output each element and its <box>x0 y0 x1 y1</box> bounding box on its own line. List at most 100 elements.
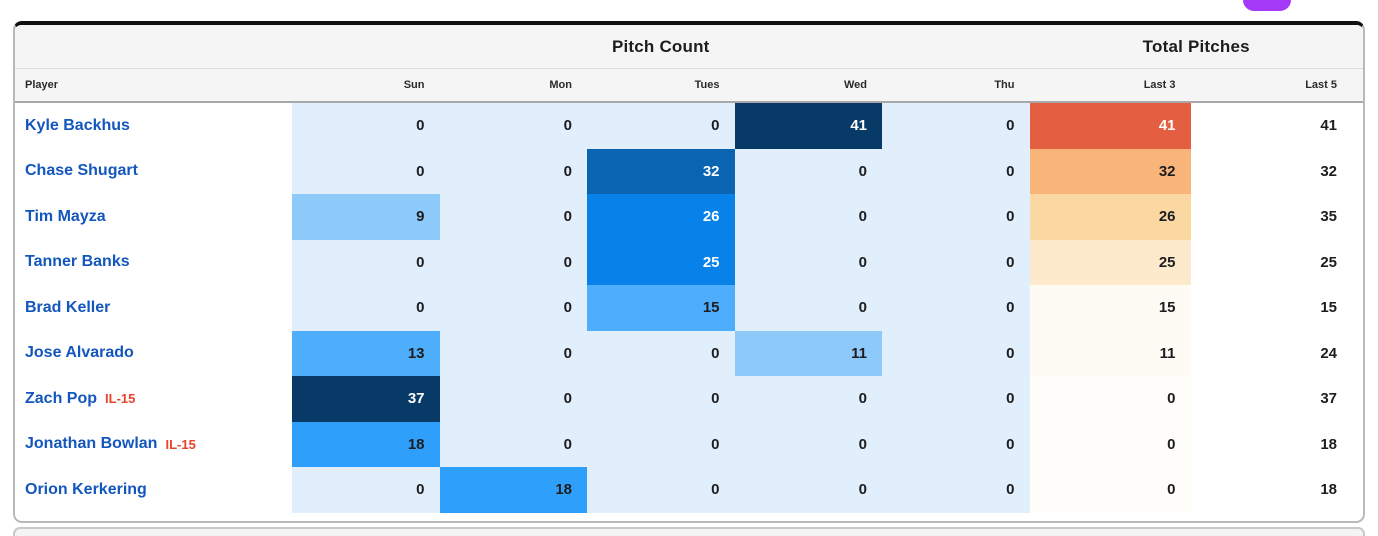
last3-total-cell: 26 <box>1029 194 1191 240</box>
player-name-link[interactable]: Tim Mayza <box>25 207 106 225</box>
day-pitch-cell: 26 <box>587 194 735 240</box>
day-pitch-cell: 18 <box>439 467 587 513</box>
table-row: Orion Kerkering 0 18 0 0 0 0 18 <box>15 467 1363 513</box>
pitch-count-card: Pitch Count Total Pitches Player Sun Mon Tu… <box>13 21 1365 523</box>
next-card-top-edge <box>13 527 1365 536</box>
day-pitch-cell: 11 <box>734 330 882 376</box>
table-row: Tim Mayza 9 0 26 0 0 26 35 <box>15 194 1363 240</box>
day-pitch-cell: 18 <box>292 421 440 467</box>
table-row: Zach Pop IL-15 37 0 0 0 0 0 37 <box>15 376 1363 422</box>
column-header-tues[interactable]: Tues <box>694 79 720 91</box>
group-header-row: Pitch Count Total Pitches <box>15 25 1363 69</box>
day-pitch-cell: 0 <box>587 467 735 513</box>
il-status-badge: IL-15 <box>105 391 136 407</box>
player-name-link[interactable]: Orion Kerkering <box>25 480 147 498</box>
day-pitch-cell: 0 <box>882 194 1030 240</box>
day-pitch-cell: 0 <box>882 330 1030 376</box>
day-pitch-cell: 0 <box>587 376 735 422</box>
last3-total-cell: 0 <box>1029 376 1191 422</box>
day-pitch-cell: 0 <box>587 330 735 376</box>
group-header-spacer <box>15 25 292 68</box>
table-row: Brad Keller 0 0 15 0 0 15 15 <box>15 285 1363 331</box>
column-header-wed[interactable]: Wed <box>843 79 867 91</box>
day-pitch-cell: 0 <box>734 421 882 467</box>
column-header-last-3[interactable]: Last 3 <box>1143 79 1176 91</box>
day-pitch-cell: 0 <box>734 467 882 513</box>
player-cell: Brad Keller <box>15 285 292 331</box>
day-pitch-cell: 0 <box>734 285 882 331</box>
last3-total-cell: 0 <box>1029 421 1191 467</box>
last5-total-cell: 32 <box>1320 162 1337 180</box>
player-name-link[interactable]: Brad Keller <box>25 298 111 316</box>
last3-total-cell: 0 <box>1029 467 1191 513</box>
day-pitch-cell: 32 <box>587 148 735 194</box>
top-action-button[interactable] <box>1243 0 1291 11</box>
day-pitch-cell: 0 <box>882 148 1030 194</box>
column-header-thu[interactable]: Thu <box>994 79 1015 91</box>
player-cell: Jose Alvarado <box>15 331 292 377</box>
player-name-link[interactable]: Jonathan Bowlan <box>25 435 158 453</box>
column-header-last-5[interactable]: Last 5 <box>1305 79 1337 91</box>
day-pitch-cell: 0 <box>439 194 587 240</box>
last5-total-cell: 35 <box>1320 208 1337 226</box>
player-cell: Tanner Banks <box>15 240 292 286</box>
player-cell: Zach Pop IL-15 <box>15 376 292 422</box>
last3-total-cell: 41 <box>1029 103 1191 149</box>
column-header-row: Player Sun Mon Tues Wed Thu Last 3 Last 5 <box>15 69 1363 103</box>
last3-total-cell: 15 <box>1029 285 1191 331</box>
day-pitch-cell: 0 <box>882 376 1030 422</box>
player-cell: Orion Kerkering <box>15 467 292 513</box>
day-pitch-cell: 15 <box>587 285 735 331</box>
day-pitch-cell: 0 <box>734 148 882 194</box>
day-pitch-cell: 0 <box>882 467 1030 513</box>
day-pitch-cell: 0 <box>292 239 440 285</box>
last3-total-cell: 32 <box>1029 148 1191 194</box>
column-header-player[interactable]: Player <box>25 79 59 91</box>
day-pitch-cell: 0 <box>439 421 587 467</box>
day-pitch-cell: 0 <box>292 285 440 331</box>
player-name-link[interactable]: Chase Shugart <box>25 162 138 180</box>
day-pitch-cell: 0 <box>587 421 735 467</box>
player-cell: Jonathan Bowlan IL-15 <box>15 422 292 468</box>
day-pitch-cell: 41 <box>734 103 882 149</box>
day-pitch-cell: 0 <box>882 103 1030 149</box>
il-status-badge: IL-15 <box>165 436 196 452</box>
last5-total-cell: 25 <box>1320 253 1337 271</box>
group-header-total-pitches: Total Pitches <box>1142 36 1250 56</box>
table-row: Jonathan Bowlan IL-15 18 0 0 0 0 0 18 <box>15 421 1363 468</box>
player-cell: Chase Shugart <box>15 149 292 195</box>
day-pitch-cell: 25 <box>587 239 735 285</box>
player-cell: Kyle Backhus <box>15 103 292 149</box>
last5-total-cell: 15 <box>1320 299 1337 317</box>
day-pitch-cell: 0 <box>439 103 587 149</box>
column-header-mon[interactable]: Mon <box>549 79 572 91</box>
table-row: Kyle Backhus 0 0 0 41 0 41 41 <box>15 103 1363 149</box>
day-pitch-cell: 0 <box>439 330 587 376</box>
player-name-link[interactable]: Zach Pop <box>25 389 98 407</box>
day-pitch-cell: 0 <box>439 376 587 422</box>
day-pitch-cell: 0 <box>882 285 1030 331</box>
day-pitch-cell: 0 <box>882 421 1030 467</box>
day-pitch-cell: 0 <box>439 239 587 285</box>
last3-total-cell: 25 <box>1029 239 1191 285</box>
player-name-link[interactable]: Tanner Banks <box>25 253 130 271</box>
player-name-link[interactable]: Jose Alvarado <box>25 344 134 362</box>
player-name-link[interactable]: Kyle Backhus <box>25 116 130 134</box>
day-pitch-cell: 0 <box>734 239 882 285</box>
player-cell: Tim Mayza <box>15 194 292 240</box>
day-pitch-cell: 13 <box>292 330 440 376</box>
day-pitch-cell: 0 <box>734 194 882 240</box>
day-pitch-cell: 0 <box>292 467 440 513</box>
last5-total-cell: 18 <box>1320 481 1337 499</box>
column-header-sun[interactable]: Sun <box>403 79 425 91</box>
day-pitch-cell: 0 <box>439 148 587 194</box>
day-pitch-cell: 0 <box>587 103 735 149</box>
day-pitch-cell: 0 <box>734 376 882 422</box>
last5-total-cell: 41 <box>1320 117 1337 135</box>
last5-total-cell: 18 <box>1320 435 1337 453</box>
day-pitch-cell: 37 <box>292 376 440 422</box>
last5-total-cell: 24 <box>1320 344 1337 362</box>
table-row: Tanner Banks 0 0 25 0 0 25 25 <box>15 239 1363 286</box>
